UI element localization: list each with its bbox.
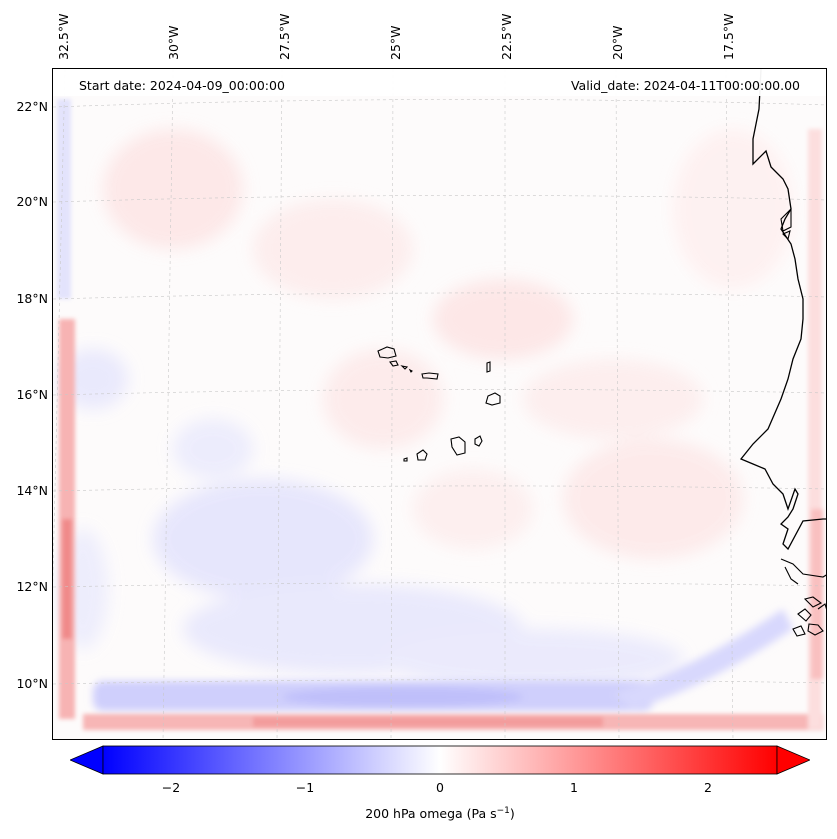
colorbar-extend-max — [776, 745, 812, 775]
lat-tick-label: 16°N — [16, 387, 48, 402]
valid-date-label: Valid_date: 2024-04-11T00:00:00.00 — [570, 78, 800, 93]
map-panel — [52, 68, 827, 740]
colorbar-extend-min — [68, 745, 104, 775]
colorbar — [68, 745, 812, 775]
start-date-label: Start date: 2024-04-09_00:00:00 — [79, 78, 285, 93]
lon-tick-label: 27.5°W — [277, 13, 292, 60]
colorbar-label-exponent: −1 — [496, 806, 510, 816]
lat-tick-label: 10°N — [16, 676, 48, 691]
negative-omega-areas — [58, 349, 683, 689]
gridlines — [53, 69, 826, 739]
lat-tick-label: 20°N — [16, 194, 48, 209]
header-strip — [53, 69, 826, 96]
colorbar-label-close: ) — [509, 806, 515, 822]
coastline-details — [780, 207, 826, 637]
coastline — [739, 69, 826, 551]
lon-tick-label: 20°W — [610, 25, 625, 60]
southern-negative-band — [93, 609, 793, 711]
colorbar-label-text: 200 hPa omega (Pa s — [365, 806, 497, 822]
colorbar-tick-label: 2 — [704, 780, 712, 795]
lon-tick-label: 22.5°W — [499, 13, 514, 60]
lon-tick-label: 17.5°W — [721, 13, 736, 60]
boundary-artifacts — [57, 99, 823, 730]
cape-verde-islands — [377, 346, 501, 462]
lat-tick-label: 14°N — [16, 483, 48, 498]
lat-tick-label: 12°N — [16, 579, 48, 594]
lat-tick-label: 18°N — [16, 291, 48, 306]
lon-tick-label: 30°W — [166, 25, 181, 60]
colorbar-tick-label: −1 — [295, 780, 315, 795]
lat-tick-label: 22°N — [16, 99, 48, 114]
colorbar-tick-label: 1 — [570, 780, 578, 795]
colorbar-svg — [68, 745, 812, 775]
colorbar-label: 200 hPa omega (Pa s−1) — [0, 806, 837, 821]
colorbar-tick-label: −2 — [161, 780, 181, 795]
lon-tick-label: 25°W — [388, 25, 403, 60]
positive-omega-areas — [103, 129, 793, 559]
lon-tick-label: 32.5°W — [56, 13, 71, 60]
omega-field — [53, 69, 826, 739]
colorbar-tick-label: 0 — [436, 780, 444, 795]
colorbar-gradient — [102, 745, 778, 775]
